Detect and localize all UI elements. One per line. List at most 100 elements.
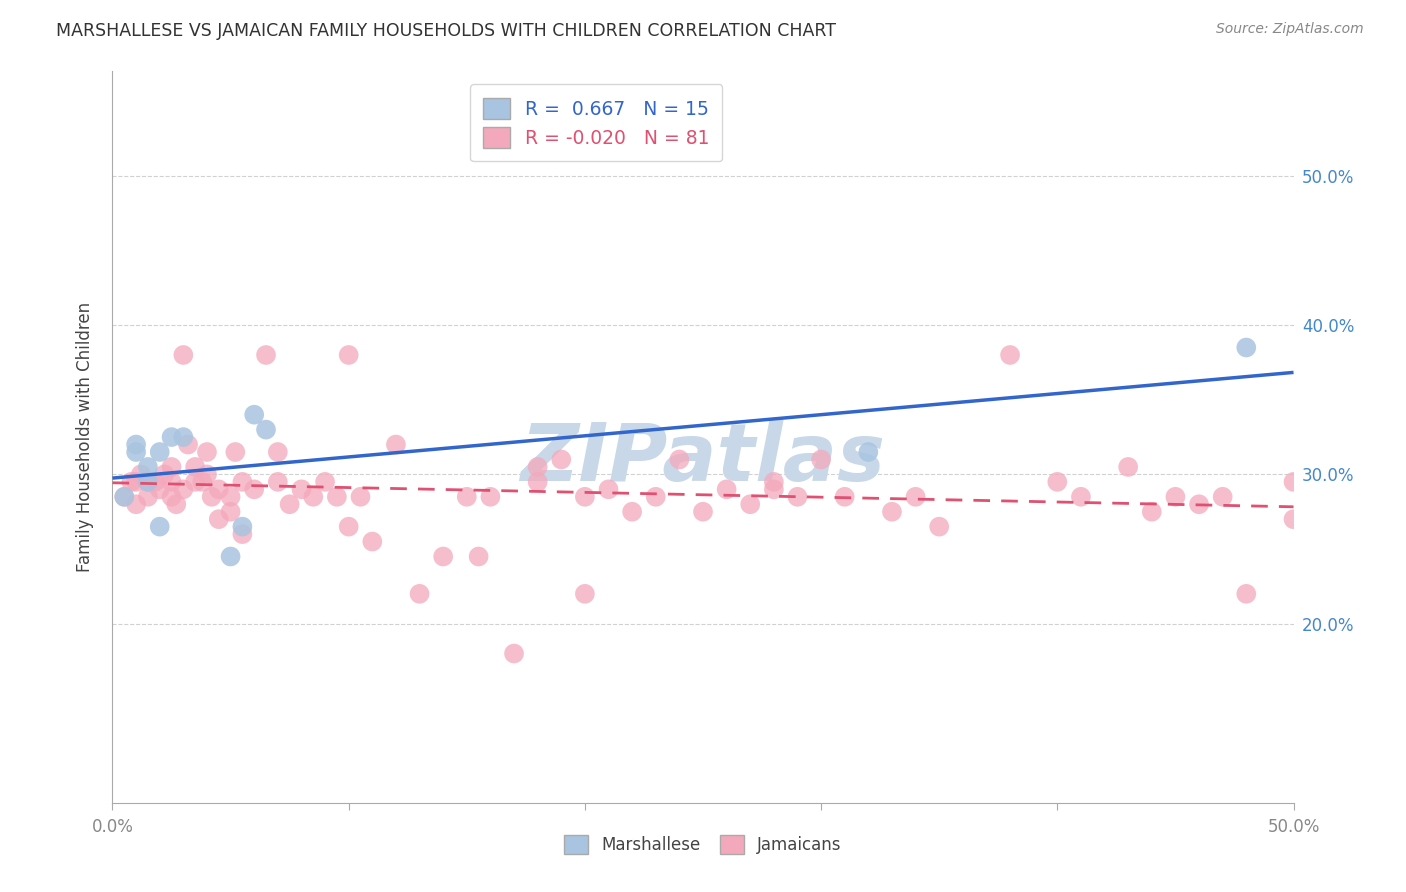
Point xyxy=(267,475,290,489)
Point xyxy=(125,475,148,489)
Point xyxy=(432,549,454,564)
Point xyxy=(456,490,478,504)
Point xyxy=(1046,475,1069,489)
Point xyxy=(904,490,927,504)
Point xyxy=(1282,512,1305,526)
Legend: Marshallese, Jamaicans: Marshallese, Jamaicans xyxy=(551,822,855,868)
Point xyxy=(349,490,371,504)
Point xyxy=(314,475,336,489)
Point xyxy=(120,475,142,489)
Point xyxy=(254,348,277,362)
Point xyxy=(337,348,360,362)
Point xyxy=(243,483,266,497)
Point xyxy=(337,519,360,533)
Point xyxy=(208,483,231,497)
Point xyxy=(136,475,159,489)
Point xyxy=(191,475,214,489)
Point xyxy=(125,437,148,451)
Point xyxy=(1234,587,1257,601)
Point xyxy=(786,490,808,504)
Point xyxy=(160,459,183,474)
Point xyxy=(195,467,218,482)
Point xyxy=(160,430,183,444)
Point xyxy=(408,587,430,601)
Point xyxy=(129,467,152,482)
Point xyxy=(385,437,408,451)
Point xyxy=(149,483,172,497)
Point xyxy=(574,587,596,601)
Point xyxy=(810,452,832,467)
Point xyxy=(231,519,253,533)
Point xyxy=(153,467,176,482)
Point xyxy=(231,527,253,541)
Point xyxy=(692,505,714,519)
Point xyxy=(219,490,242,504)
Point xyxy=(1070,490,1092,504)
Point xyxy=(326,490,349,504)
Point xyxy=(1164,490,1187,504)
Point xyxy=(149,445,172,459)
Point xyxy=(1234,341,1257,355)
Point xyxy=(177,437,200,451)
Point xyxy=(526,475,548,489)
Point xyxy=(302,490,325,504)
Point xyxy=(880,505,903,519)
Point xyxy=(208,512,231,526)
Point xyxy=(143,475,166,489)
Point xyxy=(172,430,194,444)
Point xyxy=(224,445,246,459)
Point xyxy=(112,490,135,504)
Point xyxy=(184,459,207,474)
Point xyxy=(125,497,148,511)
Point xyxy=(219,549,242,564)
Point xyxy=(136,459,159,474)
Point xyxy=(184,475,207,489)
Point xyxy=(267,445,290,459)
Point xyxy=(136,490,159,504)
Point xyxy=(1282,475,1305,489)
Point xyxy=(112,490,135,504)
Point xyxy=(526,459,548,474)
Point xyxy=(195,445,218,459)
Point xyxy=(243,408,266,422)
Text: MARSHALLESE VS JAMAICAN FAMILY HOUSEHOLDS WITH CHILDREN CORRELATION CHART: MARSHALLESE VS JAMAICAN FAMILY HOUSEHOLD… xyxy=(56,22,837,40)
Point xyxy=(998,348,1021,362)
Point xyxy=(290,483,312,497)
Point xyxy=(149,519,172,533)
Point xyxy=(1140,505,1163,519)
Point xyxy=(201,490,224,504)
Point xyxy=(762,475,785,489)
Point xyxy=(834,490,856,504)
Point xyxy=(125,445,148,459)
Point xyxy=(160,475,183,489)
Point xyxy=(574,490,596,504)
Point xyxy=(160,490,183,504)
Point xyxy=(503,647,526,661)
Point xyxy=(467,549,489,564)
Point xyxy=(172,483,194,497)
Point xyxy=(219,505,242,519)
Text: Source: ZipAtlas.com: Source: ZipAtlas.com xyxy=(1216,22,1364,37)
Point xyxy=(762,483,785,497)
Point xyxy=(165,497,187,511)
Point xyxy=(254,423,277,437)
Point xyxy=(550,452,572,467)
Point xyxy=(136,475,159,489)
Point xyxy=(740,497,762,511)
Point xyxy=(1212,490,1234,504)
Point xyxy=(598,483,620,497)
Point xyxy=(716,483,738,497)
Point xyxy=(858,445,880,459)
Point xyxy=(231,475,253,489)
Point xyxy=(621,505,644,519)
Point xyxy=(1116,459,1139,474)
Point xyxy=(278,497,301,511)
Point xyxy=(928,519,950,533)
Text: ZIPatlas: ZIPatlas xyxy=(520,420,886,498)
Point xyxy=(1188,497,1211,511)
Y-axis label: Family Households with Children: Family Households with Children xyxy=(76,302,94,572)
Point xyxy=(479,490,502,504)
Point xyxy=(361,534,384,549)
Point xyxy=(644,490,666,504)
Point xyxy=(172,348,194,362)
